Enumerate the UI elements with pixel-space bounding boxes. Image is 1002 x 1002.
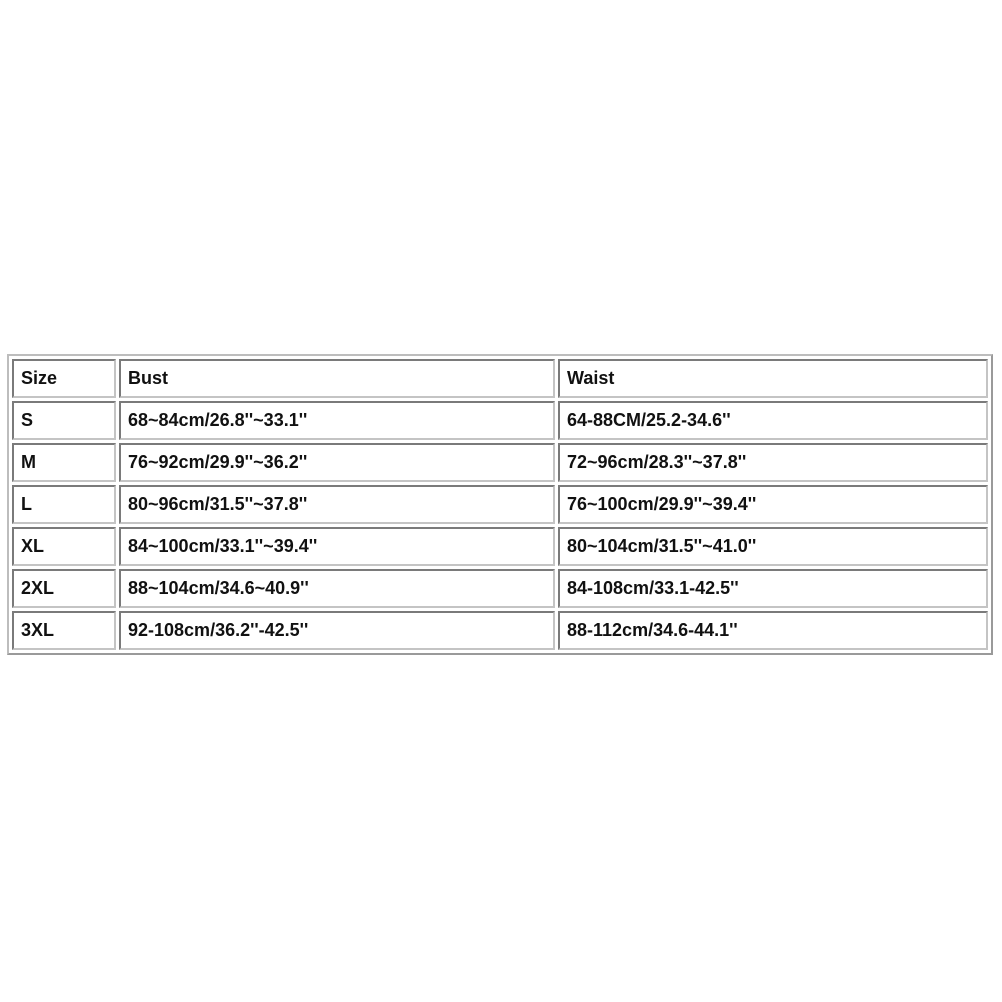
bust-cell: 88~104cm/34.6~40.9'' (119, 569, 555, 608)
waist-cell: 84-108cm/33.1-42.5'' (558, 569, 988, 608)
header-waist: Waist (558, 359, 988, 398)
table-row: L 80~96cm/31.5''~37.8'' 76~100cm/29.9''~39… (12, 485, 988, 524)
header-bust: Bust (119, 359, 555, 398)
size-cell: L (12, 485, 116, 524)
header-row: Size Bust Waist (12, 359, 988, 398)
table-row: XL 84~100cm/33.1''~39.4'' 80~104cm/31.5''~… (12, 527, 988, 566)
waist-cell: 72~96cm/28.3''~37.8'' (558, 443, 988, 482)
waist-cell: 76~100cm/29.9''~39.4'' (558, 485, 988, 524)
bust-cell: 68~84cm/26.8''~33.1'' (119, 401, 555, 440)
size-cell: XL (12, 527, 116, 566)
bust-cell: 84~100cm/33.1''~39.4'' (119, 527, 555, 566)
size-cell: 3XL (12, 611, 116, 650)
size-cell: 2XL (12, 569, 116, 608)
size-table: Size Bust Waist S 68~84cm/26.8''~33.1'' 64… (9, 356, 991, 653)
header-size: Size (12, 359, 116, 398)
table-row: 3XL 92-108cm/36.2''-42.5'' 88-112cm/34.6-4… (12, 611, 988, 650)
size-cell: S (12, 401, 116, 440)
bust-cell: 92-108cm/36.2''-42.5'' (119, 611, 555, 650)
size-chart: Size Bust Waist S 68~84cm/26.8''~33.1'' 64… (7, 354, 993, 655)
waist-cell: 88-112cm/34.6-44.1'' (558, 611, 988, 650)
table-row: S 68~84cm/26.8''~33.1'' 64-88CM/25.2-34.6'… (12, 401, 988, 440)
bust-cell: 76~92cm/29.9''~36.2'' (119, 443, 555, 482)
size-cell: M (12, 443, 116, 482)
table-row: 2XL 88~104cm/34.6~40.9'' 84-108cm/33.1-42.… (12, 569, 988, 608)
bust-cell: 80~96cm/31.5''~37.8'' (119, 485, 555, 524)
waist-cell: 80~104cm/31.5''~41.0'' (558, 527, 988, 566)
waist-cell: 64-88CM/25.2-34.6'' (558, 401, 988, 440)
table-row: M 76~92cm/29.9''~36.2'' 72~96cm/28.3''~37.… (12, 443, 988, 482)
